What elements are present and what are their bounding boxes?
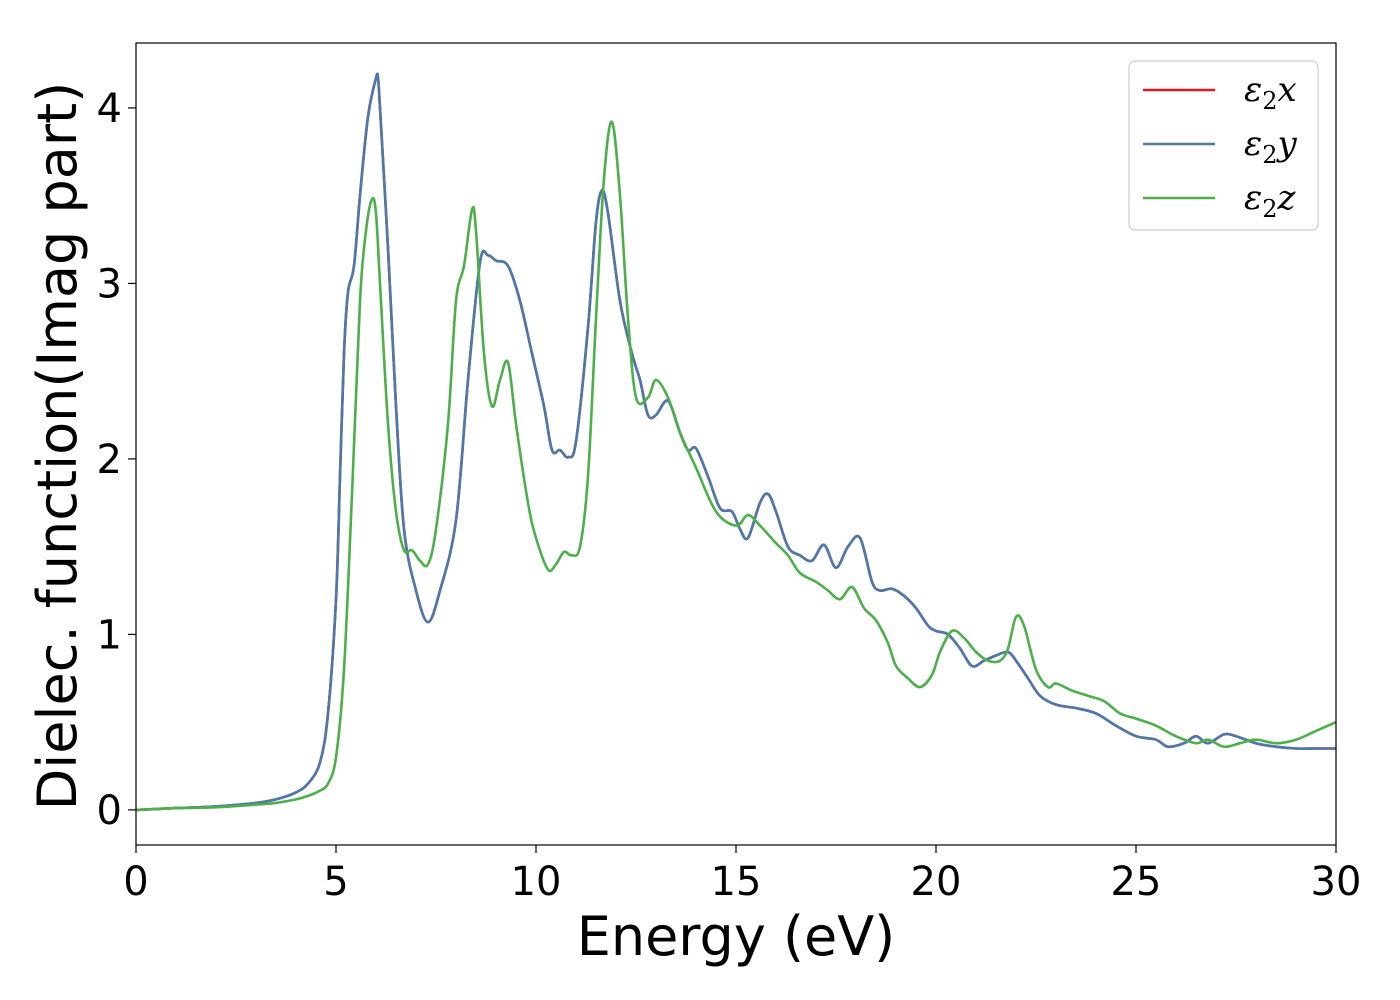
y-tick-label: 3 xyxy=(97,261,122,307)
series-line-3 xyxy=(136,120,1336,812)
legend-box xyxy=(1128,60,1319,231)
y-tick-label: 0 xyxy=(97,788,122,834)
series-line-2 xyxy=(136,72,1336,812)
legend: ε2x ε2y ε2z xyxy=(1128,60,1319,231)
x-tick-label: 30 xyxy=(1311,859,1362,905)
x-tick-label: 15 xyxy=(711,859,762,905)
y-tick-label: 4 xyxy=(97,86,122,132)
y-tick-label: 1 xyxy=(97,612,122,658)
x-tick-label: 25 xyxy=(1111,859,1162,905)
y-axis-label: Dielec. function(Imag part) xyxy=(26,82,89,811)
legend-label: ε2z xyxy=(1244,178,1297,223)
tick-marks: 0 5 10 15 20 25 30 0 1 2 3 4 xyxy=(97,86,1362,905)
legend-label: ε2x xyxy=(1244,70,1297,115)
series-lines xyxy=(136,72,1336,812)
legend-label: ε2y xyxy=(1244,124,1298,169)
x-tick-label: 10 xyxy=(511,859,562,905)
x-axis-label: Energy (eV) xyxy=(577,905,896,968)
y-tick-label: 2 xyxy=(97,437,122,483)
x-tick-label: 0 xyxy=(123,859,148,905)
x-tick-label: 20 xyxy=(911,859,962,905)
x-tick-label: 5 xyxy=(323,859,348,905)
